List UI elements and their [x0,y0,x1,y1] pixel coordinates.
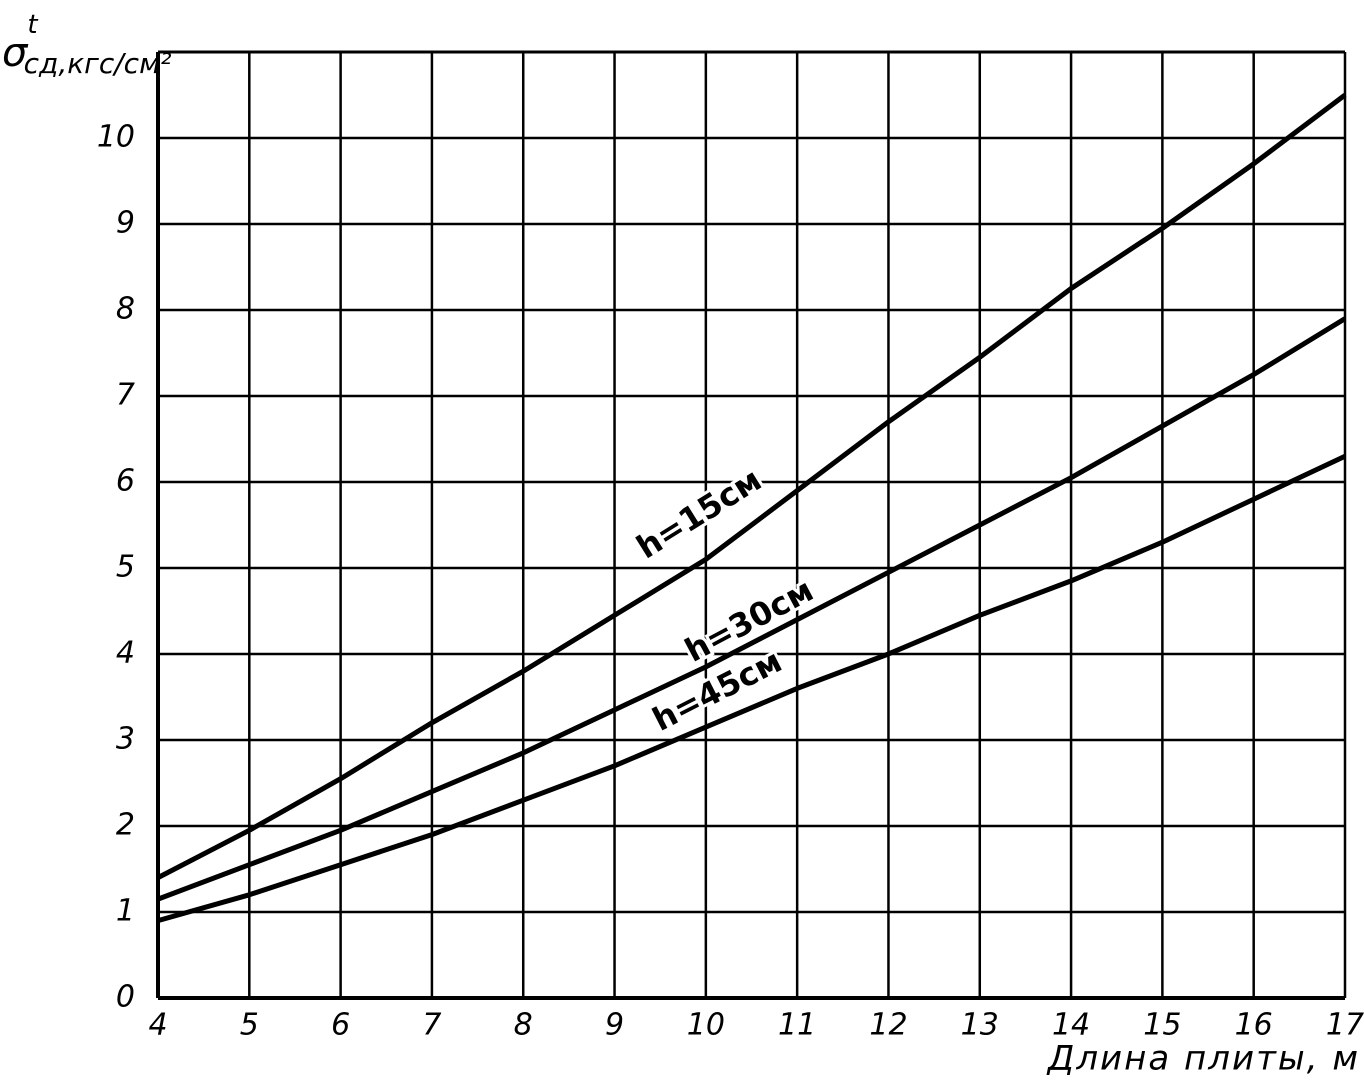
y-tick-label: 0 [116,980,135,1015]
series-label: h=15см [630,460,768,566]
x-axis-label: Длина плиты, м [1046,1039,1360,1079]
y-tick-label: 7 [116,378,135,413]
x-tick-label: 15 [1143,1008,1181,1043]
series-line [156,93,1347,880]
x-tick-label: 12 [869,1008,907,1043]
y-label-sup: t [27,10,38,40]
x-tick-label: 9 [605,1008,624,1043]
series-line [157,453,1347,924]
y-tick-label: 4 [116,636,135,671]
y-tick-label: 2 [116,808,135,843]
x-tick-label: 13 [961,1008,999,1043]
y-label-unit: ,кгс/см² [58,47,171,80]
y-tick-label: 6 [116,464,135,499]
y-tick-label: 9 [116,206,135,241]
y-label-sub: сд [24,47,59,80]
x-tick-label: 17 [1326,1008,1364,1043]
y-label-symbol: σ [2,30,29,76]
x-tick-label: 4 [148,1008,167,1043]
x-tick-label: 6 [331,1008,350,1043]
x-tick-label: 16 [1235,1008,1273,1043]
y-tick-label: 10 [97,120,135,155]
y-tick-label: 1 [116,894,135,929]
y-tick-label: 3 [116,722,135,757]
y-tick-label: 8 [116,292,135,327]
x-tick-label: 10 [687,1008,725,1043]
x-tick-label: 11 [778,1008,816,1043]
y-tick-label: 5 [116,550,135,585]
x-tick-label: 5 [240,1008,259,1043]
y-axis-label: σt сд,кгс/см² [2,10,171,81]
x-tick-label: 14 [1052,1008,1090,1043]
x-tick-label: 8 [514,1008,533,1043]
x-tick-label: 7 [422,1008,441,1043]
series-line [157,316,1347,902]
